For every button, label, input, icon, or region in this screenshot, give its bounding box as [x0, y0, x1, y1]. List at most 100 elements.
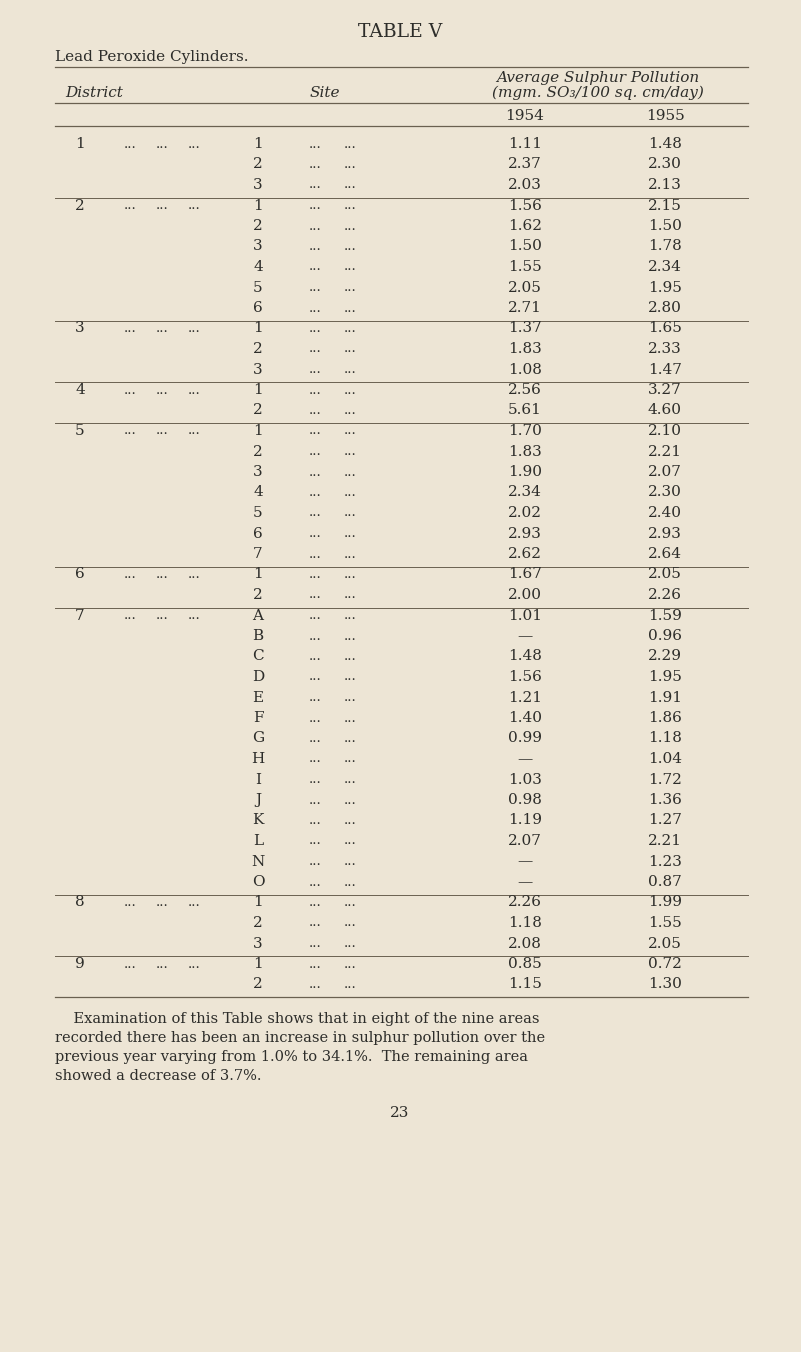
Text: ...: ... — [308, 485, 321, 499]
Text: ...: ... — [155, 425, 168, 438]
Text: 4: 4 — [253, 260, 263, 274]
Text: 2.03: 2.03 — [508, 178, 542, 192]
Text: 1955: 1955 — [646, 110, 684, 123]
Text: 2.05: 2.05 — [648, 937, 682, 950]
Text: ...: ... — [344, 362, 356, 376]
Text: 2.05: 2.05 — [508, 280, 542, 295]
Text: 6: 6 — [253, 526, 263, 541]
Text: 2: 2 — [253, 342, 263, 356]
Text: ...: ... — [308, 281, 321, 293]
Text: ...: ... — [344, 527, 356, 539]
Text: 4.60: 4.60 — [648, 403, 682, 418]
Text: ...: ... — [344, 773, 356, 786]
Text: ...: ... — [187, 608, 200, 622]
Text: 3: 3 — [75, 322, 85, 335]
Text: ...: ... — [123, 896, 136, 909]
Text: 3: 3 — [253, 362, 263, 376]
Text: 3: 3 — [253, 465, 263, 479]
Text: 1.62: 1.62 — [508, 219, 542, 233]
Text: 1.83: 1.83 — [508, 445, 541, 458]
Text: ...: ... — [344, 342, 356, 356]
Text: Site: Site — [310, 87, 340, 100]
Text: ...: ... — [123, 322, 136, 335]
Text: B: B — [252, 629, 264, 644]
Text: 2.40: 2.40 — [648, 506, 682, 521]
Text: —: — — [517, 629, 533, 644]
Text: ...: ... — [344, 138, 356, 150]
Text: 1.21: 1.21 — [508, 691, 542, 704]
Text: 1.04: 1.04 — [648, 752, 682, 767]
Text: 1.55: 1.55 — [648, 917, 682, 930]
Text: 1.86: 1.86 — [648, 711, 682, 725]
Text: 1.03: 1.03 — [508, 772, 542, 787]
Text: ...: ... — [308, 301, 321, 315]
Text: ...: ... — [344, 691, 356, 704]
Text: ...: ... — [187, 199, 200, 212]
Text: ...: ... — [155, 957, 168, 971]
Text: 0.72: 0.72 — [648, 957, 682, 971]
Text: 2.10: 2.10 — [648, 425, 682, 438]
Text: 2: 2 — [75, 199, 85, 212]
Text: 1.23: 1.23 — [648, 854, 682, 868]
Text: 3: 3 — [253, 239, 263, 254]
Text: 2.15: 2.15 — [648, 199, 682, 212]
Text: 2.34: 2.34 — [508, 485, 542, 499]
Text: Examination of this Table shows that in eight of the nine areas: Examination of this Table shows that in … — [55, 1013, 540, 1026]
Text: 1.30: 1.30 — [648, 977, 682, 991]
Text: 1.08: 1.08 — [508, 362, 542, 376]
Text: ...: ... — [308, 322, 321, 335]
Text: recorded there has been an increase in sulphur pollution over the: recorded there has been an increase in s… — [55, 1032, 545, 1045]
Text: ...: ... — [344, 445, 356, 458]
Text: ...: ... — [308, 957, 321, 971]
Text: ...: ... — [187, 384, 200, 396]
Text: 2.07: 2.07 — [648, 465, 682, 479]
Text: 2: 2 — [253, 219, 263, 233]
Text: 1.83: 1.83 — [508, 342, 541, 356]
Text: 1: 1 — [253, 568, 263, 581]
Text: A: A — [252, 608, 264, 622]
Text: 1.59: 1.59 — [648, 608, 682, 622]
Text: ...: ... — [308, 261, 321, 273]
Text: 6: 6 — [253, 301, 263, 315]
Text: ...: ... — [308, 465, 321, 479]
Text: 3: 3 — [253, 178, 263, 192]
Text: 1.91: 1.91 — [648, 691, 682, 704]
Text: 1: 1 — [75, 137, 85, 151]
Text: ...: ... — [344, 261, 356, 273]
Text: ...: ... — [187, 322, 200, 335]
Text: ...: ... — [123, 384, 136, 396]
Text: District: District — [65, 87, 123, 100]
Text: 1.36: 1.36 — [648, 794, 682, 807]
Text: ...: ... — [308, 178, 321, 192]
Text: TABLE V: TABLE V — [358, 23, 442, 41]
Text: 1: 1 — [253, 383, 263, 397]
Text: ...: ... — [308, 794, 321, 807]
Text: 2.00: 2.00 — [508, 588, 542, 602]
Text: 1.50: 1.50 — [648, 219, 682, 233]
Text: ...: ... — [344, 548, 356, 561]
Text: 2.37: 2.37 — [508, 157, 541, 172]
Text: showed a decrease of 3.7%.: showed a decrease of 3.7%. — [55, 1069, 261, 1083]
Text: 0.96: 0.96 — [648, 629, 682, 644]
Text: —: — — [517, 854, 533, 868]
Text: ...: ... — [308, 568, 321, 581]
Text: 1.48: 1.48 — [508, 649, 542, 664]
Text: L: L — [253, 834, 263, 848]
Text: ...: ... — [344, 178, 356, 192]
Text: ...: ... — [344, 465, 356, 479]
Text: ...: ... — [308, 937, 321, 950]
Text: I: I — [255, 772, 261, 787]
Text: 6: 6 — [75, 568, 85, 581]
Text: J: J — [255, 794, 261, 807]
Text: ...: ... — [344, 404, 356, 416]
Text: 1.56: 1.56 — [508, 199, 542, 212]
Text: C: C — [252, 649, 264, 664]
Text: ...: ... — [123, 199, 136, 212]
Text: 9: 9 — [75, 957, 85, 971]
Text: 23: 23 — [390, 1106, 409, 1121]
Text: ...: ... — [344, 937, 356, 950]
Text: 8: 8 — [75, 895, 85, 910]
Text: E: E — [252, 691, 264, 704]
Text: 2.56: 2.56 — [508, 383, 542, 397]
Text: 1.50: 1.50 — [508, 239, 542, 254]
